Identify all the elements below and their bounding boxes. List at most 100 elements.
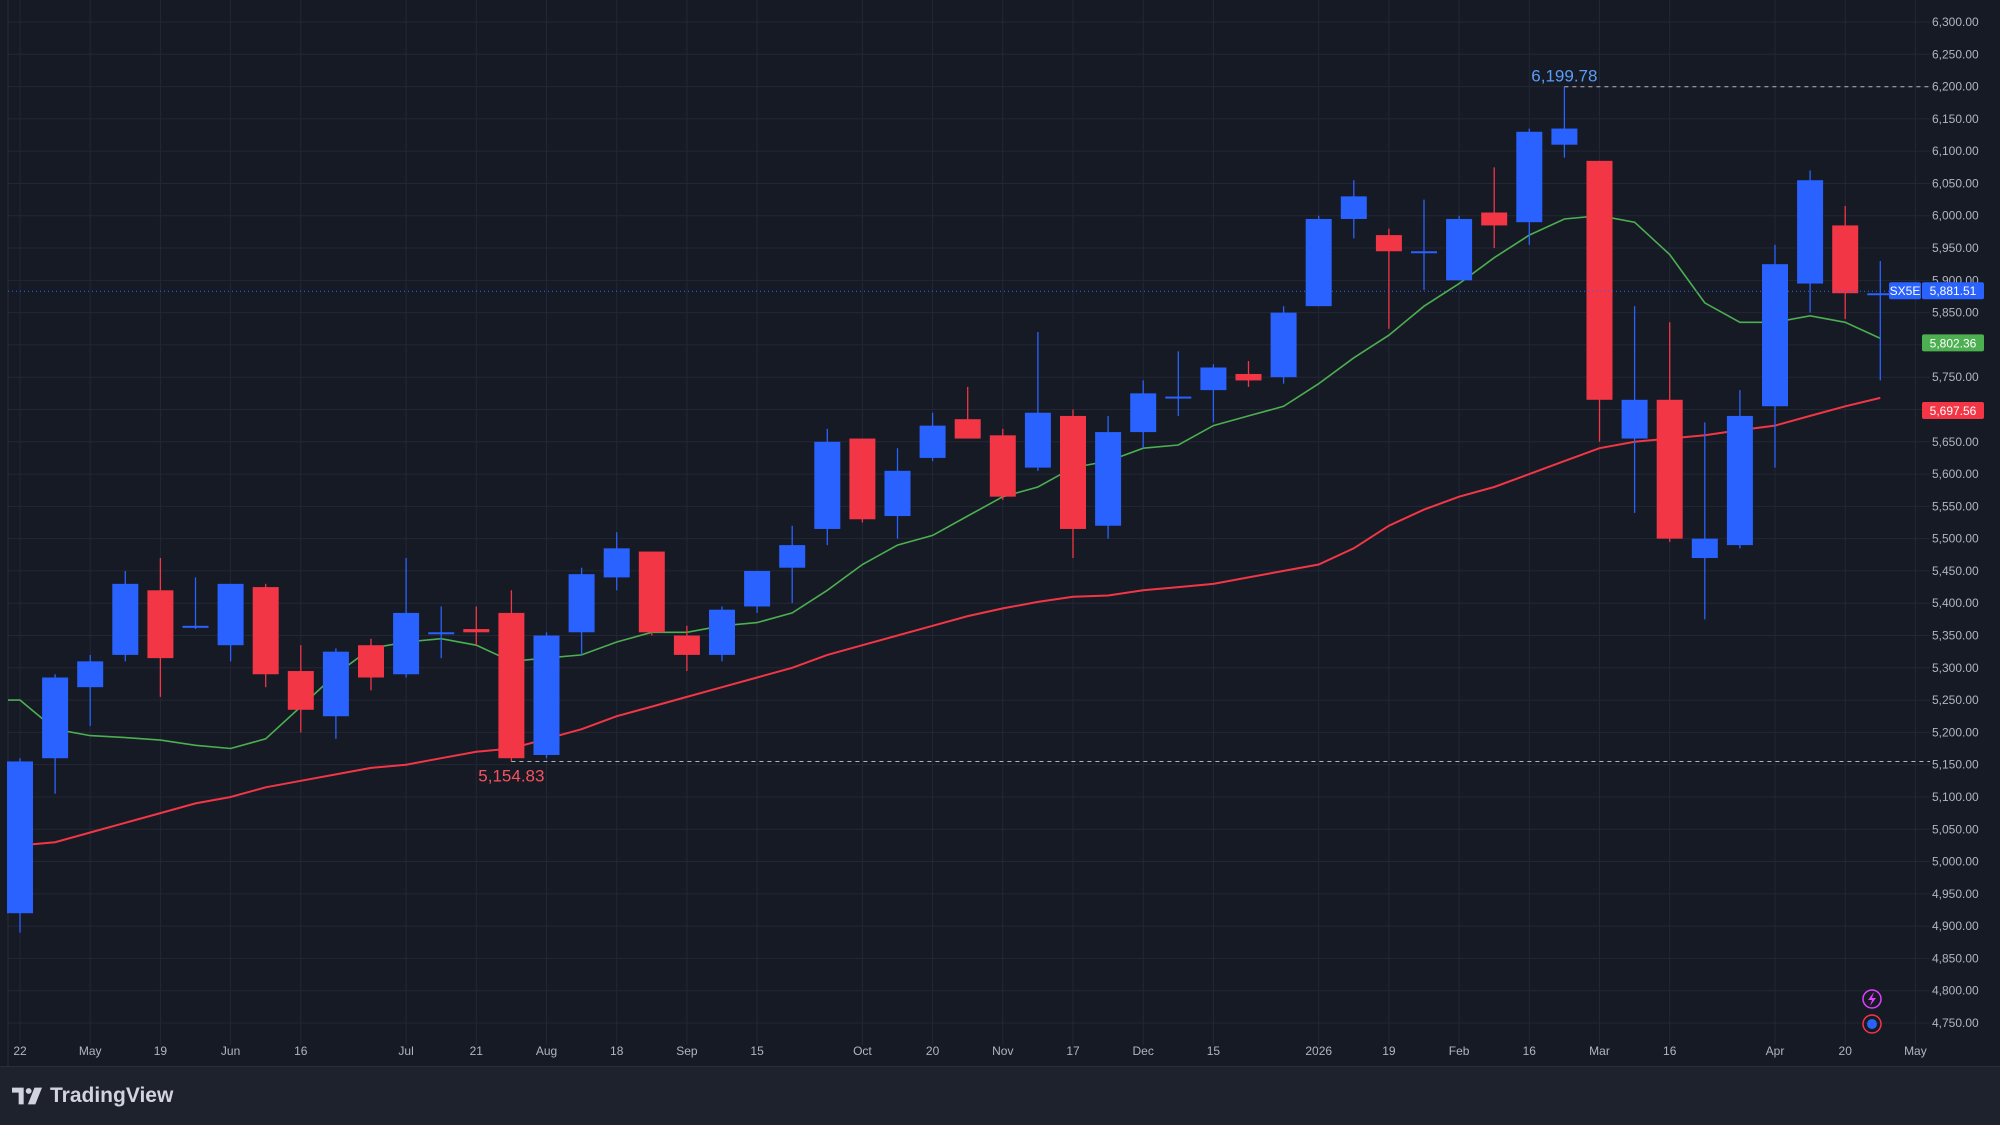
candle-body[interactable] (885, 471, 911, 516)
price-tick-label: 5,650.00 (1932, 435, 1979, 449)
last-price-tag: 5,881.51 (1930, 284, 1977, 298)
candle-body[interactable] (1481, 213, 1507, 226)
date-tick-label: 16 (294, 1044, 308, 1058)
candle-body[interactable] (639, 552, 665, 633)
price-tick-label: 6,050.00 (1932, 176, 1979, 190)
tradingview-logo-icon (12, 1087, 42, 1105)
candle-body[interactable] (1025, 413, 1051, 468)
candle-body[interactable] (849, 439, 875, 520)
date-tick-label: 15 (1207, 1044, 1221, 1058)
brand-logo[interactable]: TradingView (12, 1084, 173, 1108)
date-tick-label: Mar (1589, 1044, 1610, 1058)
candle-body[interactable] (1446, 219, 1472, 280)
candle-body[interactable] (463, 629, 489, 632)
candle-body[interactable] (1060, 416, 1086, 529)
candle[interactable] (112, 571, 138, 661)
candle-body[interactable] (147, 590, 173, 658)
candle-body[interactable] (253, 587, 279, 674)
chart-background (0, 0, 2000, 1066)
candle-body[interactable] (42, 677, 68, 758)
date-tick-label: 19 (1382, 1044, 1396, 1058)
candle-body[interactable] (1236, 374, 1262, 380)
date-tick-label: 19 (154, 1044, 168, 1058)
candle-body[interactable] (814, 442, 840, 529)
candle[interactable] (990, 429, 1016, 500)
candle-body[interactable] (744, 571, 770, 607)
candle[interactable] (849, 439, 875, 523)
candle-body[interactable] (1832, 225, 1858, 293)
candle-body[interactable] (1516, 132, 1542, 222)
candle[interactable] (1446, 216, 1472, 281)
date-tick-label: 15 (750, 1044, 764, 1058)
candle-body[interactable] (1622, 400, 1648, 439)
candle-body[interactable] (1727, 416, 1753, 545)
date-tick-label: Oct (853, 1044, 872, 1058)
candle-body[interactable] (1762, 264, 1788, 406)
candle-body[interactable] (77, 661, 103, 687)
candle-body[interactable] (1411, 251, 1437, 253)
candle-body[interactable] (1551, 129, 1577, 145)
price-tick-label: 6,250.00 (1932, 47, 1979, 61)
candle[interactable] (814, 429, 840, 545)
brand-name: TradingView (50, 1084, 173, 1108)
candle-body[interactable] (1797, 180, 1823, 283)
candle-body[interactable] (1376, 235, 1402, 251)
candle-body[interactable] (1587, 161, 1613, 400)
candle-body[interactable] (1692, 539, 1718, 558)
candle-body[interactable] (498, 613, 524, 758)
date-tick-label: Jul (398, 1044, 413, 1058)
date-tick-label: Jun (221, 1044, 240, 1058)
price-axis[interactable]: 6,300.006,250.006,200.006,150.006,100.00… (1930, 0, 2000, 1066)
price-tick-label: 5,500.00 (1932, 532, 1979, 546)
candle-body[interactable] (779, 545, 805, 568)
candle-body[interactable] (7, 761, 33, 913)
candle[interactable] (639, 552, 665, 636)
price-tick-label: 4,750.00 (1932, 1016, 1979, 1030)
candle-body[interactable] (358, 645, 384, 677)
candle[interactable] (534, 632, 560, 758)
date-tick-label: 16 (1663, 1044, 1677, 1058)
candle-body[interactable] (955, 419, 981, 438)
candle-body[interactable] (1306, 219, 1332, 306)
candle-body[interactable] (709, 610, 735, 655)
candle[interactable] (1271, 306, 1297, 383)
low-label: 5,154.83 (478, 767, 544, 786)
price-tick-label: 4,900.00 (1932, 919, 1979, 933)
candle-body[interactable] (323, 652, 349, 717)
candle-body[interactable] (112, 584, 138, 655)
candle-body[interactable] (1165, 397, 1191, 399)
candle-body[interactable] (920, 426, 946, 458)
candle[interactable] (1587, 161, 1613, 442)
price-tick-label: 5,350.00 (1932, 629, 1979, 643)
candle-body[interactable] (393, 613, 419, 674)
candle-body[interactable] (1095, 432, 1121, 526)
candle-body[interactable] (604, 548, 630, 577)
price-tick-label: 5,150.00 (1932, 758, 1979, 772)
candle[interactable] (1095, 416, 1121, 539)
candle-body[interactable] (1271, 313, 1297, 378)
candle[interactable] (498, 590, 524, 761)
candle-body[interactable] (534, 636, 560, 755)
candle[interactable] (709, 606, 735, 661)
candle-body[interactable] (1130, 393, 1156, 432)
candle-body[interactable] (1657, 400, 1683, 539)
candle-body[interactable] (183, 626, 209, 628)
price-tick-label: 5,600.00 (1932, 467, 1979, 481)
candle-body[interactable] (218, 584, 244, 645)
price-tick-label: 5,250.00 (1932, 693, 1979, 707)
date-tick-label: 20 (1839, 1044, 1853, 1058)
candle-body[interactable] (990, 435, 1016, 496)
candle-body[interactable] (1200, 368, 1226, 391)
symbol-tag: SX5E (1890, 284, 1921, 298)
candle[interactable] (1306, 216, 1332, 306)
candle[interactable] (253, 584, 279, 687)
candle-body[interactable] (428, 632, 454, 634)
candle-body[interactable] (674, 636, 700, 655)
candle[interactable] (7, 758, 33, 932)
price-tick-label: 5,850.00 (1932, 306, 1979, 320)
candle-body[interactable] (569, 574, 595, 632)
price-tick-label: 4,800.00 (1932, 984, 1979, 998)
candle-body[interactable] (1341, 196, 1367, 219)
candle-body[interactable] (288, 671, 314, 710)
